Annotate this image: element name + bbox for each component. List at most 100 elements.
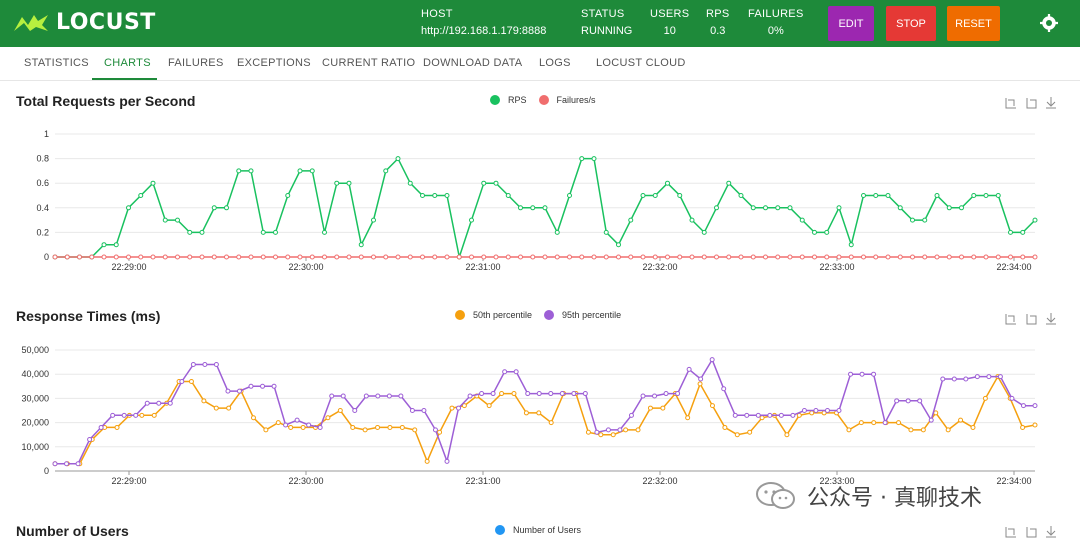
data-point[interactable] <box>138 254 144 260</box>
data-point[interactable] <box>179 378 185 384</box>
data-point[interactable] <box>873 193 879 198</box>
data-point[interactable] <box>64 254 70 260</box>
data-point[interactable] <box>677 254 683 260</box>
data-point[interactable] <box>502 369 508 375</box>
data-point[interactable] <box>554 229 560 235</box>
data-point[interactable] <box>685 415 691 421</box>
zoom-icon[interactable] <box>1004 312 1018 326</box>
data-point[interactable] <box>297 254 303 260</box>
data-point[interactable] <box>224 205 229 211</box>
data-point[interactable] <box>89 254 95 260</box>
data-point[interactable] <box>824 408 830 413</box>
data-point[interactable] <box>660 405 666 411</box>
data-point[interactable] <box>322 254 327 260</box>
data-point[interactable] <box>812 229 817 235</box>
data-point[interactable] <box>905 398 911 404</box>
data-point[interactable] <box>306 422 312 428</box>
data-point[interactable] <box>481 180 487 186</box>
data-point[interactable] <box>432 193 438 198</box>
data-point[interactable] <box>395 156 401 162</box>
data-point[interactable] <box>432 254 438 260</box>
data-point[interactable] <box>846 427 852 433</box>
data-point[interactable] <box>603 229 609 235</box>
data-point[interactable] <box>75 461 81 467</box>
data-point[interactable] <box>635 427 641 433</box>
data-point[interactable] <box>567 254 572 260</box>
data-point[interactable] <box>162 217 168 223</box>
data-point[interactable] <box>663 391 669 397</box>
data-point[interactable] <box>652 393 658 399</box>
data-point[interactable] <box>548 420 554 426</box>
data-point[interactable] <box>263 427 269 433</box>
restore-icon[interactable] <box>1024 96 1038 110</box>
data-point[interactable] <box>260 383 266 389</box>
data-point[interactable] <box>486 403 492 409</box>
data-point[interactable] <box>750 254 756 260</box>
data-point[interactable] <box>420 193 425 198</box>
tab-statistics[interactable]: STATISTICS <box>24 57 89 69</box>
data-point[interactable] <box>946 205 952 211</box>
tab-failures[interactable]: FAILURES <box>168 57 224 69</box>
data-point[interactable] <box>1032 422 1038 428</box>
data-point[interactable] <box>133 412 139 418</box>
data-point[interactable] <box>525 391 531 397</box>
data-point[interactable] <box>848 254 854 260</box>
data-point[interactable] <box>121 412 127 418</box>
restore-icon[interactable] <box>1024 525 1038 539</box>
data-point[interactable] <box>628 412 634 418</box>
data-point[interactable] <box>647 405 653 411</box>
data-point[interactable] <box>744 412 750 418</box>
download-icon[interactable] <box>1044 525 1058 539</box>
data-point[interactable] <box>273 254 278 260</box>
data-point[interactable] <box>861 193 866 198</box>
data-point[interactable] <box>571 391 577 397</box>
data-point[interactable] <box>858 420 864 426</box>
data-point[interactable] <box>523 410 529 416</box>
data-point[interactable] <box>920 427 926 433</box>
zoom-icon[interactable] <box>1004 96 1018 110</box>
data-point[interactable] <box>325 415 331 421</box>
data-point[interactable] <box>505 193 511 198</box>
data-point[interactable] <box>444 193 450 198</box>
reset-button[interactable]: RESET <box>947 6 1000 41</box>
data-point[interactable] <box>138 193 144 198</box>
data-point[interactable] <box>224 254 229 260</box>
data-point[interactable] <box>493 180 499 186</box>
data-point[interactable] <box>982 395 988 401</box>
data-point[interactable] <box>567 193 572 198</box>
data-point[interactable] <box>824 229 830 235</box>
data-point[interactable] <box>946 254 952 260</box>
data-point[interactable] <box>283 422 289 428</box>
data-point[interactable] <box>665 254 670 260</box>
data-point[interactable] <box>363 393 369 399</box>
data-point[interactable] <box>790 412 796 418</box>
data-point[interactable] <box>652 254 658 260</box>
data-point[interactable] <box>897 205 903 211</box>
data-point[interactable] <box>701 229 707 235</box>
download-icon[interactable] <box>1044 96 1058 110</box>
data-point[interactable] <box>248 254 254 260</box>
data-point[interactable] <box>456 254 462 260</box>
data-point[interactable] <box>1009 395 1015 401</box>
tab-current-ratio[interactable]: CURRENT RATIO <box>322 57 416 69</box>
data-point[interactable] <box>951 376 957 382</box>
data-point[interactable] <box>894 398 900 404</box>
data-point[interactable] <box>188 378 194 384</box>
data-point[interactable] <box>726 180 732 186</box>
data-point[interactable] <box>882 420 888 426</box>
data-point[interactable] <box>101 242 107 248</box>
data-point[interactable] <box>738 254 744 260</box>
data-point[interactable] <box>395 254 401 260</box>
data-point[interactable] <box>617 427 623 433</box>
data-point[interactable] <box>675 391 681 397</box>
data-point[interactable] <box>144 400 150 406</box>
data-point[interactable] <box>409 408 415 413</box>
data-point[interactable] <box>603 254 609 260</box>
data-point[interactable] <box>87 437 93 443</box>
data-point[interactable] <box>750 205 756 211</box>
data-point[interactable] <box>709 403 715 409</box>
data-point[interactable] <box>836 205 842 211</box>
data-point[interactable] <box>52 254 58 260</box>
data-point[interactable] <box>52 461 58 467</box>
data-point[interactable] <box>995 254 1001 260</box>
